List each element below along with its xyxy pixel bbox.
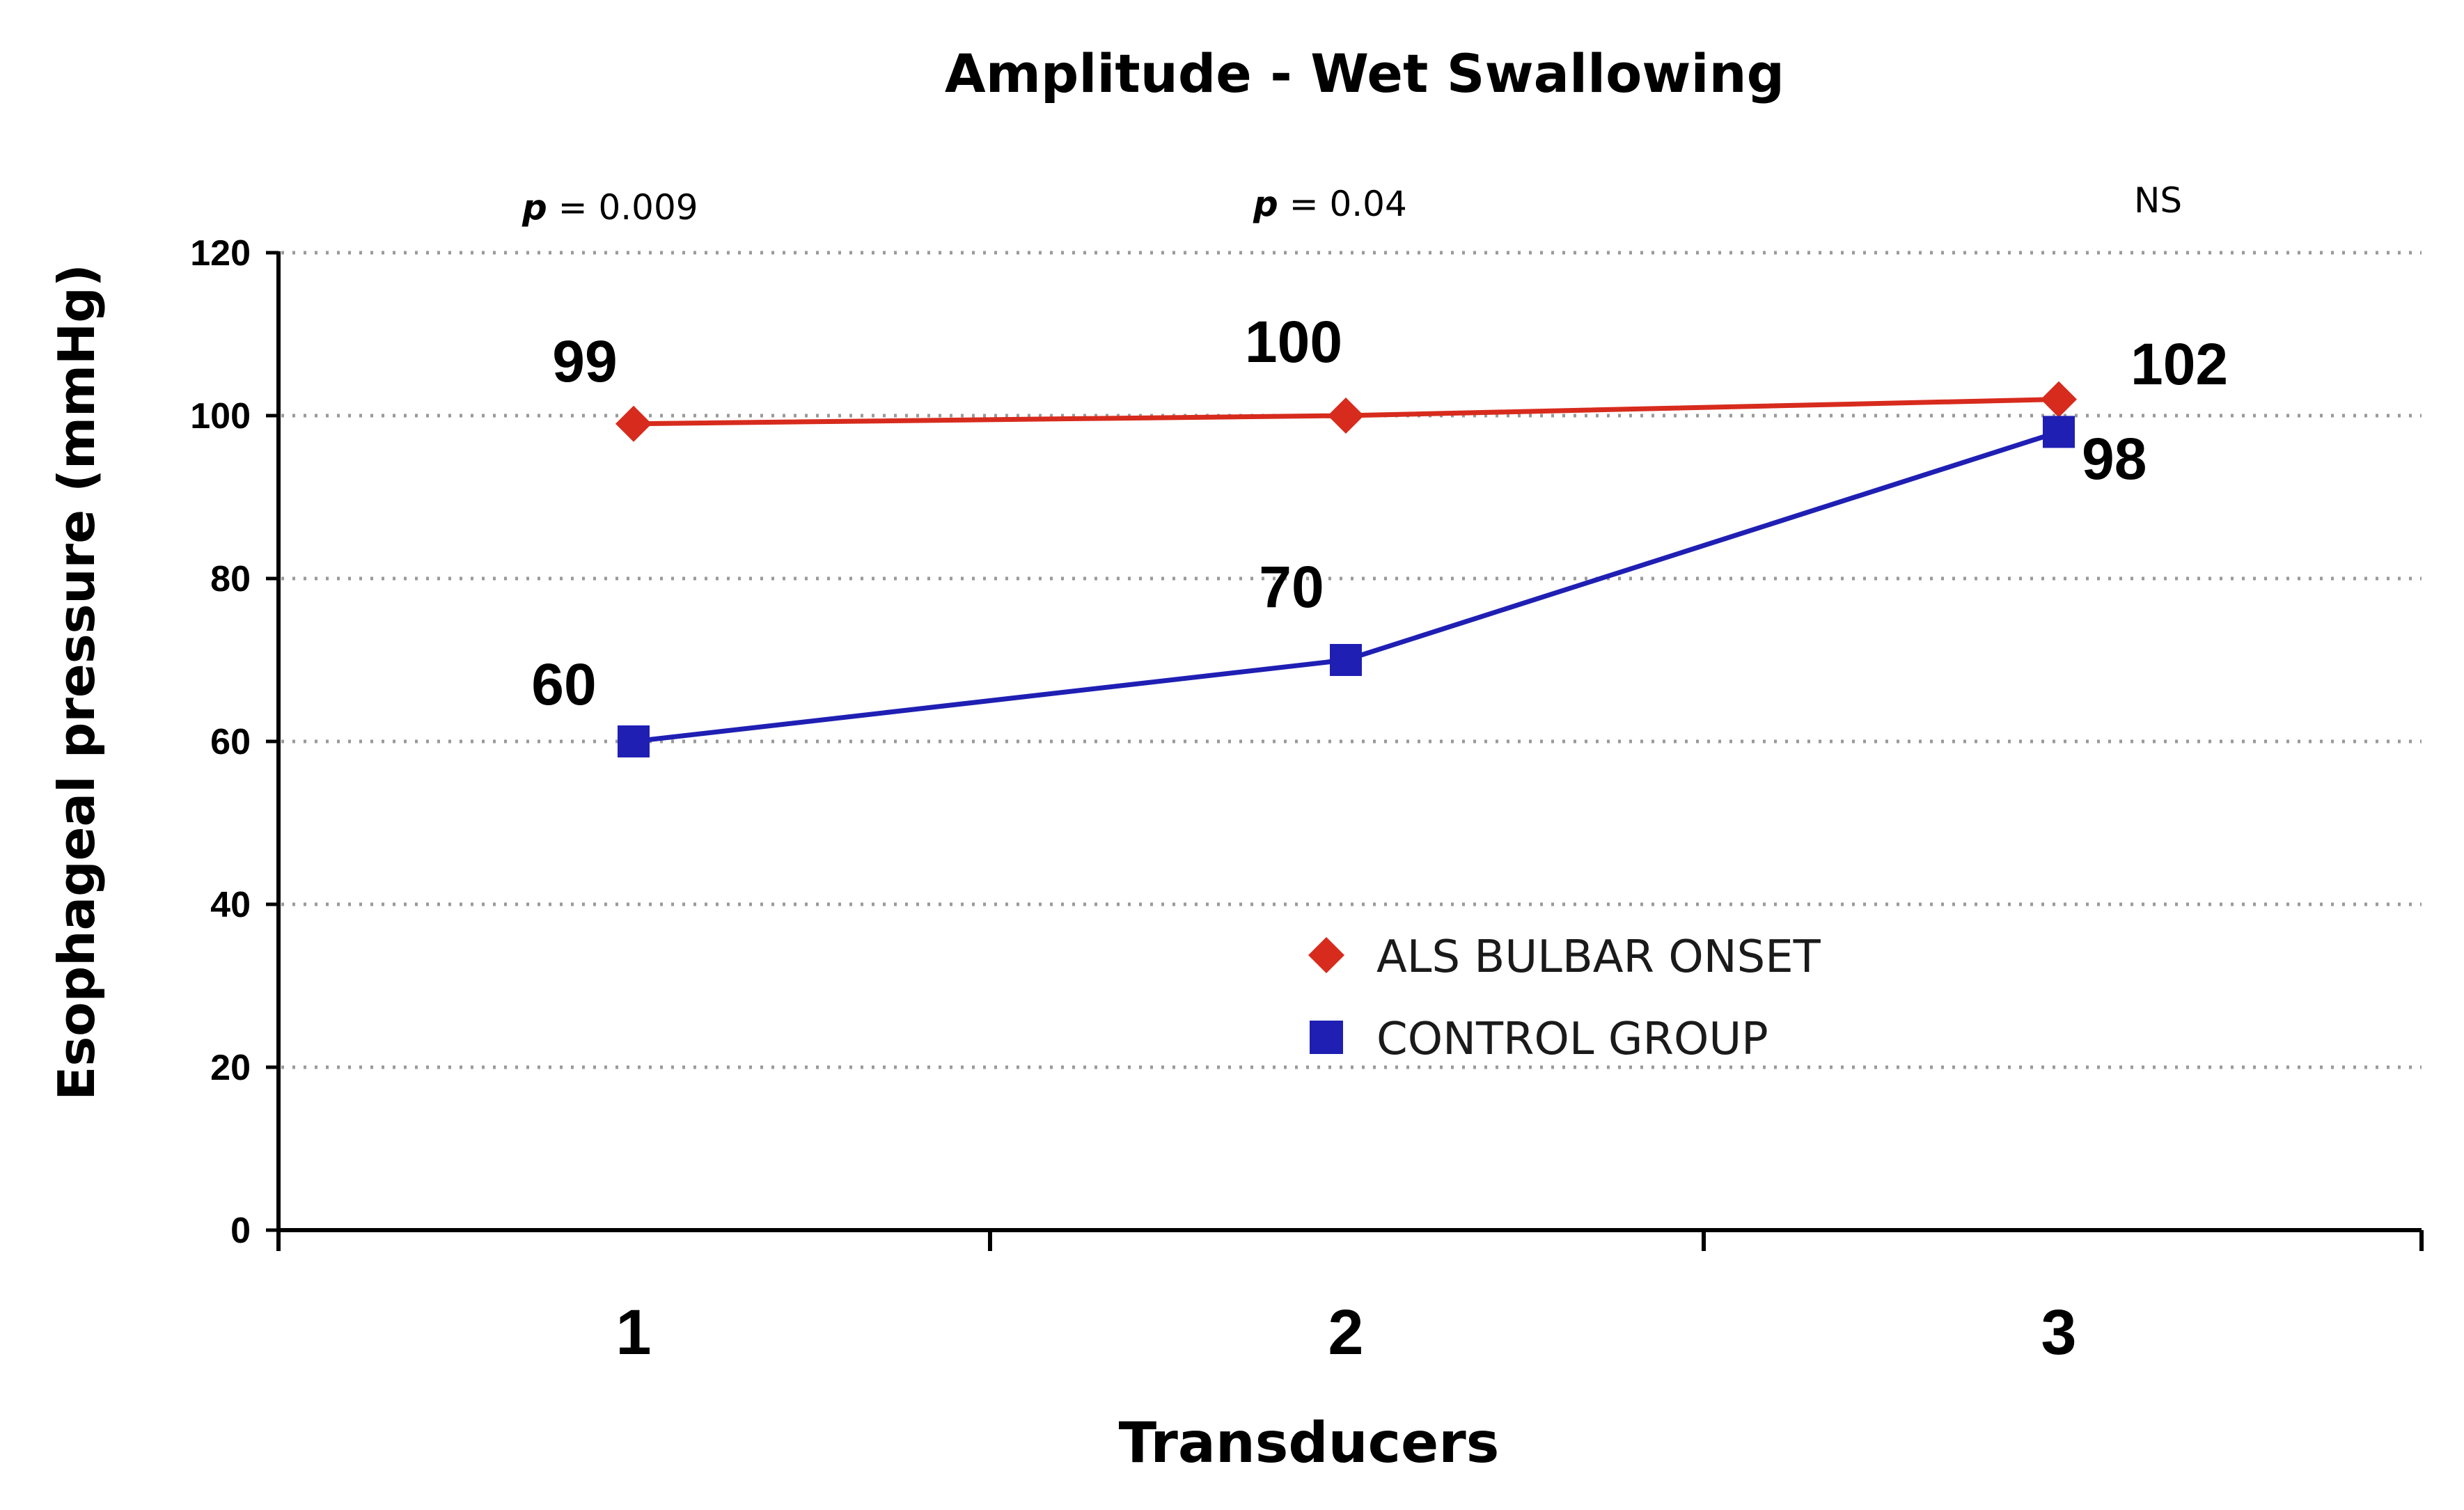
data-label: 98 [2082, 426, 2147, 491]
data-label: 99 [552, 329, 617, 394]
annotation-value: = 0.04 [1278, 184, 1407, 224]
chart-title: Amplitude - Wet Swallowing [945, 42, 1784, 104]
data-labels: 99 100 102 60 70 98 [531, 309, 2228, 717]
series [615, 381, 2077, 757]
data-point-als-bulbar-onset-2 [1328, 398, 1364, 434]
y-tick-label: 100 [190, 396, 251, 437]
data-point-control-group-2 [1330, 644, 1362, 676]
data-label: 70 [1259, 554, 1324, 620]
data-label: 102 [2131, 331, 2228, 397]
legend-label: CONTROL GROUP [1376, 1014, 1768, 1065]
annotation-value: NS [2134, 180, 2182, 221]
annotation-1: p = 0.009 [521, 187, 698, 228]
y-tick-label: 120 [190, 233, 251, 274]
x-tick-label: 2 [1328, 1297, 1363, 1368]
x-tick-label: 1 [615, 1297, 651, 1368]
data-point-als-bulbar-onset-1 [615, 405, 652, 442]
y-tick-label: 0 [230, 1211, 251, 1251]
annotation-3: NS [2134, 180, 2182, 221]
legend-marker-square-icon [1310, 1021, 1343, 1054]
annotation-2: p = 0.04 [1253, 184, 1407, 224]
data-point-als-bulbar-onset-3 [2041, 381, 2077, 418]
data-point-control-group-3 [2043, 416, 2075, 448]
legend-label: ALS BULBAR ONSET [1376, 931, 1821, 983]
axes [266, 251, 2424, 1251]
y-tick-label: 40 [210, 885, 251, 925]
legend: ALS BULBAR ONSET CONTROL GROUP [1308, 931, 1821, 1065]
tick-labels: 0 20 40 60 80 100 120 1 2 3 [190, 233, 2076, 1368]
annotation-value: = 0.009 [547, 187, 698, 228]
data-point-control-group-1 [618, 725, 650, 757]
y-tick-label: 60 [210, 722, 251, 762]
x-tick-label: 3 [2041, 1297, 2076, 1368]
y-tick-label: 20 [210, 1048, 251, 1088]
data-label: 100 [1245, 309, 1342, 375]
legend-marker-diamond-icon [1308, 937, 1344, 973]
y-tick-label: 80 [210, 559, 251, 599]
significance-annotations: p = 0.009 p = 0.04 NS [521, 180, 2182, 228]
annotation-p-symbol: p [1253, 184, 1278, 224]
annotation-p-symbol: p [521, 187, 547, 228]
series-line-control-group [633, 430, 2060, 744]
x-axis-label: Transducers [1119, 1410, 1500, 1475]
data-label: 60 [531, 652, 596, 717]
y-axis-label: Esophageal pressure (mmHg) [47, 264, 106, 1101]
